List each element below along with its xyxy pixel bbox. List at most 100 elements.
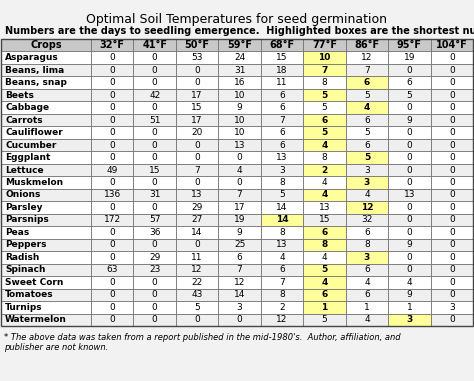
Bar bbox=[91, 64, 134, 77]
Bar bbox=[91, 101, 134, 114]
Text: 0: 0 bbox=[194, 315, 200, 324]
Bar bbox=[134, 126, 176, 139]
Bar bbox=[134, 226, 176, 239]
Text: 1: 1 bbox=[364, 303, 370, 312]
Text: 13: 13 bbox=[403, 190, 415, 200]
Bar bbox=[1, 251, 91, 264]
Bar bbox=[430, 176, 473, 189]
Text: 0: 0 bbox=[407, 141, 412, 150]
Bar bbox=[261, 264, 303, 276]
Bar bbox=[430, 89, 473, 101]
Text: 0: 0 bbox=[194, 66, 200, 75]
Text: 4: 4 bbox=[322, 178, 327, 187]
Bar bbox=[388, 101, 430, 114]
Text: Parsley: Parsley bbox=[5, 203, 43, 212]
Bar bbox=[261, 89, 303, 101]
Text: 8: 8 bbox=[321, 78, 328, 87]
Bar bbox=[134, 176, 176, 189]
Bar bbox=[430, 114, 473, 126]
Bar bbox=[303, 64, 346, 77]
Text: Numbers are the days to seedling emergence.  Highlighted boxes are the shortest : Numbers are the days to seedling emergen… bbox=[5, 26, 474, 36]
Text: Beans, lima: Beans, lima bbox=[5, 66, 64, 75]
Text: 32°F: 32°F bbox=[100, 40, 125, 50]
Text: 0: 0 bbox=[152, 153, 157, 162]
Text: 0: 0 bbox=[152, 203, 157, 212]
Text: 50°F: 50°F bbox=[185, 40, 210, 50]
Text: 5: 5 bbox=[321, 128, 328, 137]
Bar bbox=[430, 276, 473, 288]
Text: 9: 9 bbox=[407, 115, 412, 125]
Bar bbox=[388, 64, 430, 77]
Text: Muskmelon: Muskmelon bbox=[5, 178, 63, 187]
Bar bbox=[346, 89, 388, 101]
Bar bbox=[176, 214, 219, 226]
Bar bbox=[388, 301, 430, 314]
Text: Beets: Beets bbox=[5, 91, 34, 100]
Text: 9: 9 bbox=[407, 240, 412, 250]
Bar bbox=[176, 176, 219, 189]
Text: 12: 12 bbox=[276, 315, 288, 324]
Text: 12: 12 bbox=[234, 278, 245, 287]
Bar bbox=[303, 314, 346, 326]
Text: 0: 0 bbox=[109, 253, 115, 262]
Bar bbox=[176, 77, 219, 89]
Text: 6: 6 bbox=[279, 265, 285, 274]
Bar bbox=[388, 89, 430, 101]
Text: 3: 3 bbox=[364, 178, 370, 187]
Bar bbox=[261, 114, 303, 126]
Text: 136: 136 bbox=[104, 190, 121, 200]
Bar bbox=[346, 314, 388, 326]
Text: 17: 17 bbox=[191, 91, 203, 100]
Text: Cauliflower: Cauliflower bbox=[5, 128, 63, 137]
Text: 27: 27 bbox=[191, 215, 203, 224]
Bar bbox=[91, 51, 134, 64]
Bar bbox=[219, 89, 261, 101]
Bar bbox=[388, 314, 430, 326]
Text: 6: 6 bbox=[364, 265, 370, 274]
Text: 1: 1 bbox=[407, 303, 412, 312]
Bar bbox=[176, 301, 219, 314]
Bar bbox=[430, 139, 473, 151]
Text: 5: 5 bbox=[321, 265, 328, 274]
Bar bbox=[219, 226, 261, 239]
Bar bbox=[261, 77, 303, 89]
Bar bbox=[1, 301, 91, 314]
Bar bbox=[134, 164, 176, 176]
Bar bbox=[388, 114, 430, 126]
Bar bbox=[1, 276, 91, 288]
Text: 42: 42 bbox=[149, 91, 160, 100]
Text: Cucumber: Cucumber bbox=[5, 141, 56, 150]
Text: 6: 6 bbox=[364, 228, 370, 237]
Text: 0: 0 bbox=[407, 228, 412, 237]
Bar bbox=[219, 151, 261, 164]
Text: 3: 3 bbox=[364, 253, 370, 262]
Text: 9: 9 bbox=[237, 228, 242, 237]
Text: 0: 0 bbox=[152, 103, 157, 112]
Text: * The above data was taken from a report published in the mid-1980's.  Author, a: * The above data was taken from a report… bbox=[4, 333, 401, 352]
Text: 43: 43 bbox=[191, 290, 203, 299]
Text: 0: 0 bbox=[237, 153, 242, 162]
Text: 3: 3 bbox=[406, 315, 412, 324]
Bar bbox=[176, 114, 219, 126]
Text: 0: 0 bbox=[152, 278, 157, 287]
Text: Lettuce: Lettuce bbox=[5, 165, 44, 174]
Text: 32: 32 bbox=[361, 215, 373, 224]
Bar bbox=[1, 314, 91, 326]
Text: 15: 15 bbox=[276, 53, 288, 62]
Bar bbox=[134, 239, 176, 251]
Bar bbox=[303, 39, 346, 51]
Bar bbox=[219, 139, 261, 151]
Bar bbox=[388, 126, 430, 139]
Bar bbox=[303, 51, 346, 64]
Text: 7: 7 bbox=[194, 165, 200, 174]
Text: 5: 5 bbox=[364, 128, 370, 137]
Text: 5: 5 bbox=[321, 91, 328, 100]
Bar bbox=[303, 176, 346, 189]
Bar bbox=[430, 189, 473, 201]
Bar bbox=[303, 264, 346, 276]
Bar bbox=[91, 288, 134, 301]
Bar bbox=[1, 226, 91, 239]
Bar bbox=[303, 251, 346, 264]
Bar bbox=[176, 126, 219, 139]
Bar bbox=[303, 239, 346, 251]
